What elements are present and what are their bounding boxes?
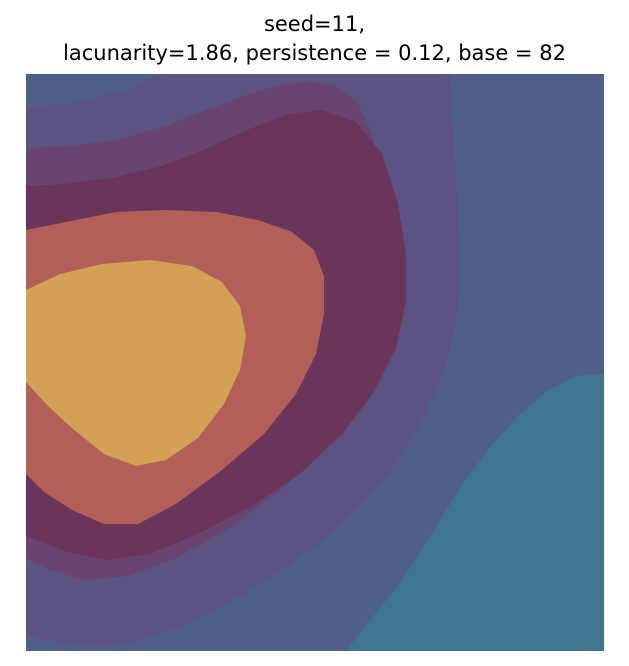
chart-title-line-2: lacunarity=1.86, persistence = 0.12, bas… [63, 41, 566, 65]
contour-plot [26, 74, 604, 651]
contour-level-6 [26, 260, 246, 466]
plot-area [26, 74, 604, 651]
chart-title-line-1: seed=11, [263, 12, 366, 36]
